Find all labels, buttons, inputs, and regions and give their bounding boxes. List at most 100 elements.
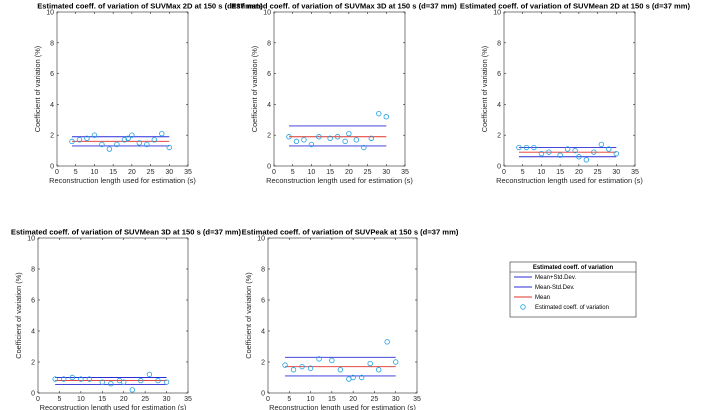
data-point xyxy=(307,365,314,371)
legend-item-label: Mean xyxy=(535,295,550,301)
data-point xyxy=(523,144,530,151)
data-point xyxy=(290,367,297,373)
data-point xyxy=(166,144,172,151)
y-tick-label: 0 xyxy=(267,164,271,171)
y-tick-label: 8 xyxy=(261,267,265,274)
data-point xyxy=(361,144,367,151)
data-point xyxy=(393,359,399,365)
data-point xyxy=(384,339,390,345)
legend-item: Mean xyxy=(514,295,550,301)
data-point xyxy=(159,130,165,137)
data-point xyxy=(557,152,563,158)
x-tick-label: 5 xyxy=(291,169,295,176)
y-tick-label: 2 xyxy=(31,360,35,367)
x-tick-label: 10 xyxy=(538,169,546,176)
data-point xyxy=(76,137,83,143)
data-point xyxy=(572,147,578,154)
data-point xyxy=(350,374,356,381)
x-tick-label: 30 xyxy=(163,396,171,403)
legend-item: Mean-Std.Dev. xyxy=(514,285,575,291)
y-tick-label: 6 xyxy=(31,298,35,305)
data-point xyxy=(308,141,315,148)
data-point xyxy=(375,367,382,373)
y-axis-label: Coefficient of variation (%) xyxy=(480,46,489,133)
x-tick-label: 15 xyxy=(556,169,564,176)
x-tick-label: 35 xyxy=(413,396,421,403)
data-point xyxy=(286,134,292,140)
x-tick-label: 5 xyxy=(521,169,525,176)
x-axis-label: Reconstruction length used for estimatio… xyxy=(269,403,416,410)
data-point xyxy=(358,374,365,381)
plot-area xyxy=(267,237,418,394)
legend-item-label: Mean-Std.Dev. xyxy=(535,285,575,291)
y-tick-label: 10 xyxy=(27,236,35,243)
legend-item: Estimated coeff. of variation xyxy=(520,304,609,311)
data-point xyxy=(78,376,84,382)
data-point xyxy=(146,371,153,378)
x-tick-label: 15 xyxy=(98,396,106,403)
data-point xyxy=(108,381,114,387)
x-tick-label: 30 xyxy=(165,169,173,176)
y-tick-label: 8 xyxy=(50,40,54,47)
x-tick-label: 30 xyxy=(392,396,400,403)
chart-2: Estimated coeff. of variation of SUVMax … xyxy=(231,2,457,186)
x-tick-label: 35 xyxy=(631,169,639,176)
x-axis-label: Reconstruction length used for estimatio… xyxy=(40,403,187,410)
x-tick-label: 20 xyxy=(575,169,583,176)
data-point xyxy=(334,134,341,140)
x-tick-label: 0 xyxy=(266,396,270,403)
plot-area xyxy=(56,11,189,167)
data-point xyxy=(138,377,144,384)
y-tick-label: 10 xyxy=(493,10,501,17)
data-point xyxy=(538,150,545,157)
data-point xyxy=(583,157,590,163)
y-tick-label: 10 xyxy=(263,10,271,17)
data-point xyxy=(383,114,389,120)
chart-title: Estimated coeff. of variation of SUVMax … xyxy=(231,2,457,11)
x-tick-label: 15 xyxy=(109,169,117,176)
data-point xyxy=(129,132,135,138)
y-tick-label: 8 xyxy=(497,40,501,47)
x-tick-label: 5 xyxy=(57,396,61,403)
plot-area xyxy=(503,11,636,167)
data-point xyxy=(125,135,131,141)
legend-item-label: Estimated coeff. of variation xyxy=(535,305,609,311)
data-point xyxy=(598,141,605,148)
data-point xyxy=(376,110,382,117)
chart-5: Estimated coeff. of variation of SUVPeak… xyxy=(242,228,459,410)
x-tick-label: 30 xyxy=(382,169,390,176)
y-tick-label: 0 xyxy=(31,391,35,398)
y-tick-label: 8 xyxy=(267,40,271,47)
y-tick-label: 6 xyxy=(267,71,271,78)
data-point xyxy=(576,154,582,160)
y-axis-label: Coefficient of variation (%) xyxy=(250,46,259,133)
data-point xyxy=(516,144,522,151)
data-point xyxy=(293,138,300,145)
data-point xyxy=(342,138,348,145)
y-tick-label: 2 xyxy=(261,360,265,367)
chart-title: Estimated coeff. of variation of SUVMax … xyxy=(37,2,263,11)
x-tick-label: 20 xyxy=(349,396,357,403)
x-tick-label: 35 xyxy=(184,396,192,403)
y-tick-label: 2 xyxy=(267,133,271,140)
data-point xyxy=(91,132,98,138)
legend-marker-swatch xyxy=(520,304,526,310)
data-point xyxy=(564,146,571,152)
data-point xyxy=(368,135,375,141)
data-point xyxy=(121,379,127,385)
y-tick-label: 0 xyxy=(50,164,54,171)
x-tick-label: 5 xyxy=(287,396,291,403)
legend: Estimated coeff. of variation Mean+Std.De… xyxy=(509,261,637,318)
data-point xyxy=(99,379,105,385)
x-tick-label: 10 xyxy=(91,169,99,176)
legend-item-label: Mean+Std.Dev. xyxy=(535,275,576,281)
data-point xyxy=(301,137,307,143)
x-tick-label: 15 xyxy=(326,169,334,176)
x-tick-label: 25 xyxy=(594,169,602,176)
data-point xyxy=(546,149,552,155)
y-tick-label: 4 xyxy=(267,102,271,109)
y-tick-label: 6 xyxy=(50,71,54,78)
x-tick-label: 10 xyxy=(307,396,315,403)
y-axis-label: Coefficient of variation (%) xyxy=(33,46,42,133)
